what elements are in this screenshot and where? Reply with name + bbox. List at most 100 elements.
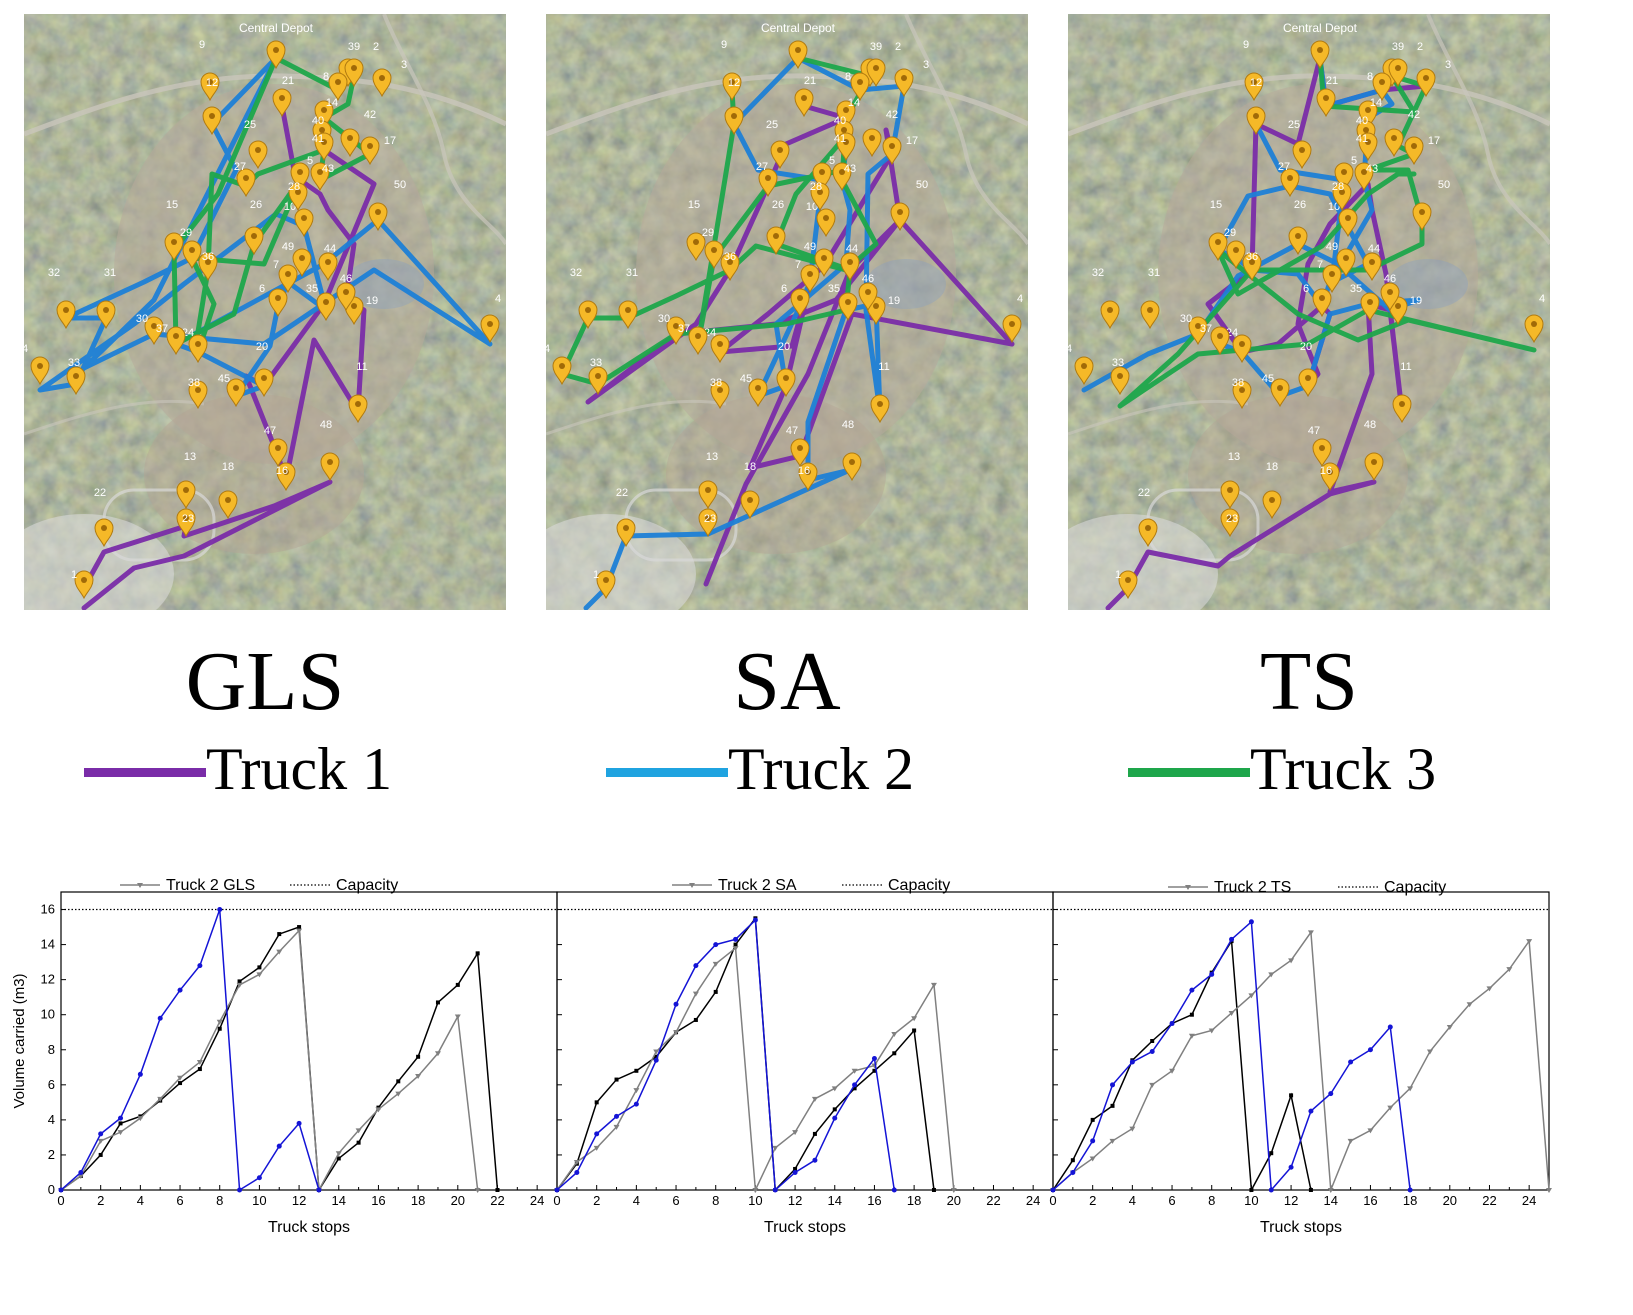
plot-frame xyxy=(556,891,1054,1191)
x-tick-label: 0 xyxy=(1049,1193,1056,1208)
route-line xyxy=(1117,55,1537,409)
marker-label: 40 xyxy=(834,115,846,127)
marker-label: 46 xyxy=(1384,273,1396,285)
data-point xyxy=(1426,1049,1433,1055)
markers: 1234567891011121314151617181920212223242… xyxy=(24,39,501,600)
marker-label: 2 xyxy=(373,41,379,53)
legend-label: Truck 1 TS xyxy=(1214,870,1291,872)
location-marker-icon xyxy=(1392,394,1412,424)
marker-label: 1 xyxy=(593,569,599,581)
data-point xyxy=(1466,1002,1473,1008)
marker-label: 41 xyxy=(312,133,324,145)
location-marker-icon xyxy=(552,356,572,386)
series-line xyxy=(554,946,957,1193)
location-marker-icon xyxy=(314,132,334,162)
chart-legend: Truck 1 TS Truck 3 TS Truck 2 TS Capacity xyxy=(1168,870,1461,896)
location-marker-icon xyxy=(1380,282,1400,312)
marker-label: 19 xyxy=(888,295,900,307)
x-tick-label: 10 xyxy=(252,1193,266,1208)
marker-label: 43 xyxy=(1366,163,1378,175)
marker-label: 15 xyxy=(688,199,700,211)
x-tick-label: 20 xyxy=(451,1193,465,1208)
data-point xyxy=(137,1071,143,1077)
location-marker-icon xyxy=(1110,366,1130,396)
marker-label: 31 xyxy=(626,267,638,279)
data-point xyxy=(1090,1138,1096,1144)
data-point xyxy=(574,1169,580,1175)
data-point xyxy=(832,1115,838,1121)
data-point xyxy=(197,963,203,969)
series-path xyxy=(556,918,896,1192)
x-tick-label: 10 xyxy=(748,1193,762,1208)
x-tick-label: 24 xyxy=(530,1193,544,1208)
data-point xyxy=(713,942,719,948)
marker-label: 48 xyxy=(320,419,332,431)
location-marker-icon xyxy=(722,72,742,102)
x-axis-label: Truck stops xyxy=(1260,1219,1342,1236)
marker-label: 8 xyxy=(323,71,329,83)
marker-label: 30 xyxy=(658,313,670,325)
marker-label: 25 xyxy=(1288,119,1300,131)
marker-label: 29 xyxy=(180,227,192,239)
data-point xyxy=(157,1015,163,1021)
data-point xyxy=(1367,1047,1373,1053)
x-tick-label: 2 xyxy=(97,1193,104,1208)
series-path xyxy=(60,926,499,1193)
marker-label: 9 xyxy=(721,39,727,51)
location-marker-icon xyxy=(288,182,308,212)
data-point xyxy=(1208,1028,1215,1034)
location-marker-icon xyxy=(812,162,832,192)
x-tick-label: 4 xyxy=(1129,1193,1136,1208)
x-tick-label: 2 xyxy=(593,1193,600,1208)
location-marker-icon xyxy=(836,132,856,162)
location-marker-icon xyxy=(1208,232,1228,262)
data-point xyxy=(1248,919,1254,925)
marker-label: 46 xyxy=(340,273,352,285)
location-marker-icon xyxy=(866,58,886,88)
x-tick-label: 6 xyxy=(672,1193,679,1208)
legend-label: Truck 2 TS xyxy=(1214,879,1291,896)
location-marker-icon xyxy=(1334,162,1354,192)
location-marker-icon xyxy=(144,316,164,346)
marker-label: 27 xyxy=(1278,161,1290,173)
data-point xyxy=(1348,1059,1354,1065)
legend-label-truck-2: Truck 2 xyxy=(728,736,915,802)
marker-label: 19 xyxy=(366,295,378,307)
x-tick-label: 22 xyxy=(986,1193,1000,1208)
marker-label: 37 xyxy=(1200,323,1212,335)
chart-panel-1: 0 2 4 6 8 10 12 14 16 18 20 22 240246810121416Truck … xyxy=(11,877,558,1236)
x-tick-label: 14 xyxy=(1324,1193,1338,1208)
marker-label: 14 xyxy=(1370,97,1382,109)
marker-label: 42 xyxy=(1408,109,1420,121)
x-tick-label: 8 xyxy=(1208,1193,1215,1208)
location-marker-icon xyxy=(698,508,718,538)
marker-label: 11 xyxy=(878,361,889,373)
plot-frame xyxy=(60,891,558,1191)
series-path xyxy=(1052,930,1550,1191)
series-line xyxy=(1050,919,1413,1193)
marker-label: 42 xyxy=(364,109,376,121)
data-point xyxy=(792,1169,798,1175)
data-point xyxy=(1307,930,1314,936)
route-map-ts: Central Depot123456789101112131415161718… xyxy=(1068,14,1550,610)
location-marker-icon xyxy=(372,68,392,98)
x-tick-label: 4 xyxy=(633,1193,640,1208)
data-point xyxy=(117,1130,124,1136)
data-point xyxy=(614,1113,620,1119)
x-tick-label: 4 xyxy=(137,1193,144,1208)
marker-label: 3 xyxy=(923,59,929,71)
location-marker-icon xyxy=(1322,264,1342,294)
data-point xyxy=(1446,1024,1453,1030)
marker-label: 8 xyxy=(845,71,851,83)
location-marker-icon xyxy=(850,72,870,102)
marker-label: 22 xyxy=(616,487,628,499)
legend-label-truck-1: Truck 1 xyxy=(206,736,393,802)
location-marker-icon xyxy=(1074,356,1094,386)
marker-label: 15 xyxy=(166,199,178,211)
y-tick-label: 6 xyxy=(48,1077,55,1092)
data-point xyxy=(98,1131,104,1137)
data-point xyxy=(1189,1012,1194,1017)
x-tick-label: 24 xyxy=(1026,1193,1040,1208)
marker-label: 21 xyxy=(804,75,816,87)
location-marker-icon xyxy=(1280,168,1300,198)
